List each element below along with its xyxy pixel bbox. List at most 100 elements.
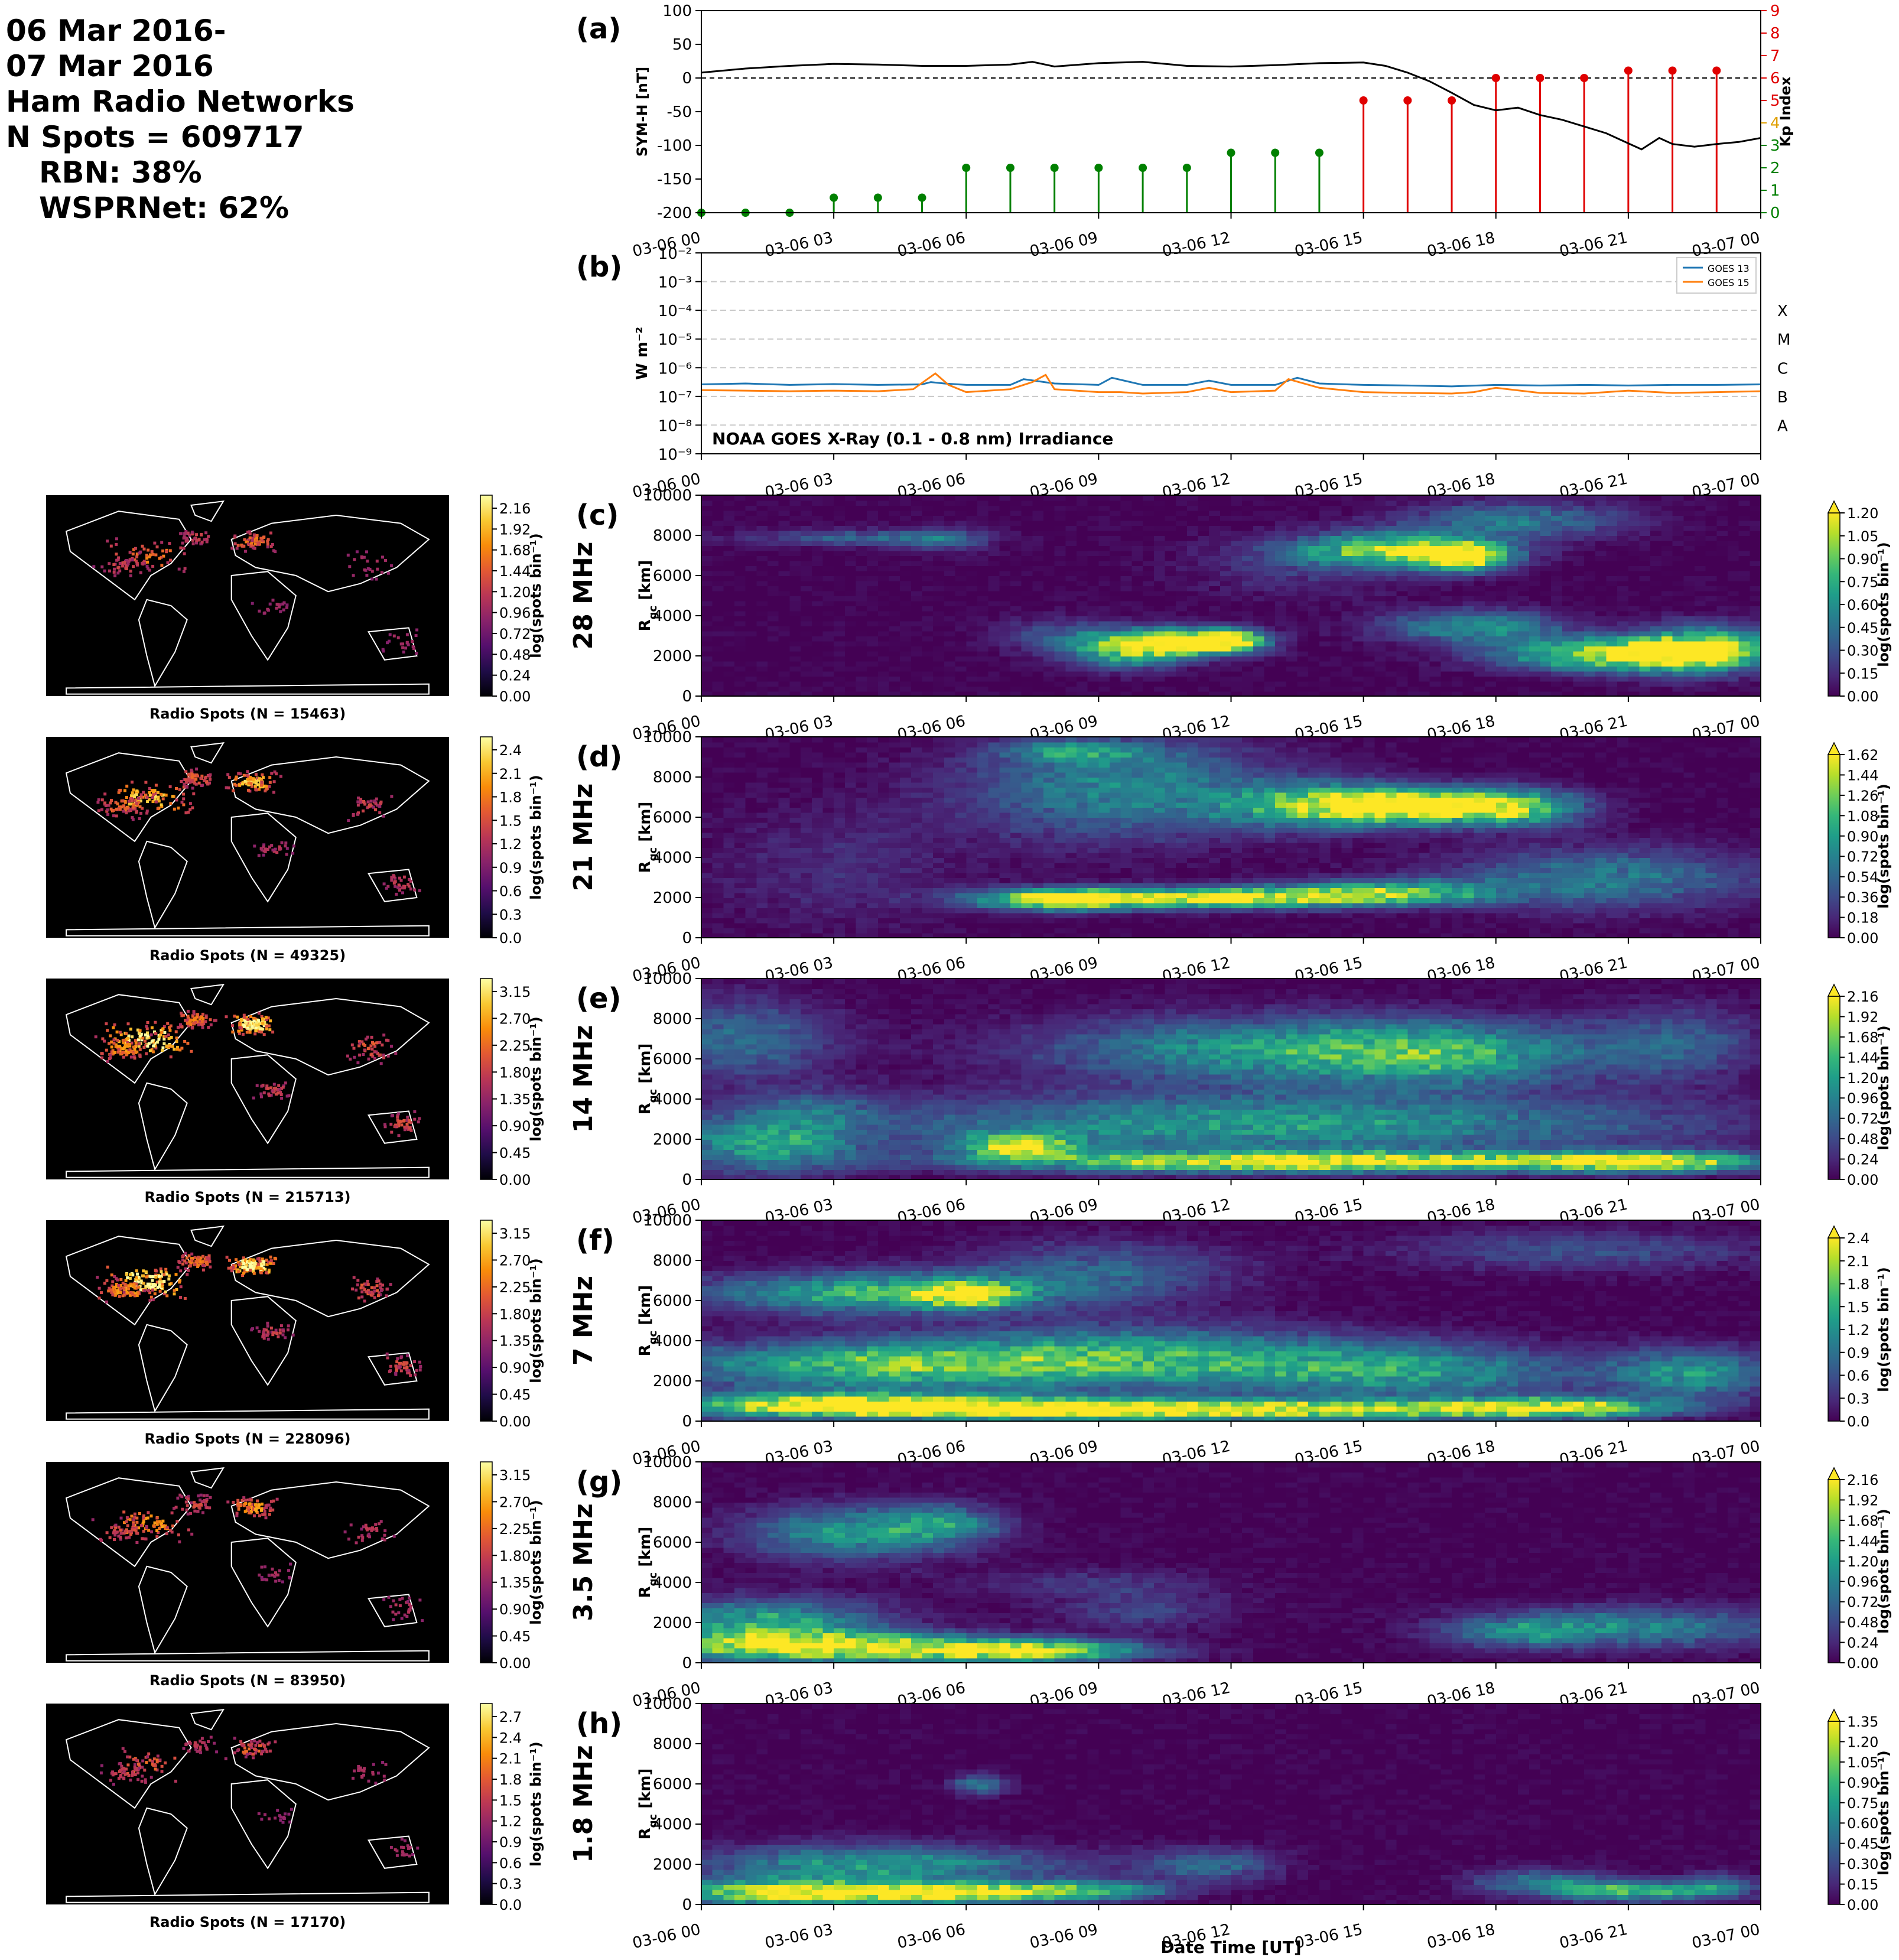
heatmap-cell xyxy=(1595,500,1607,506)
map-colorbar-tick-label: 1.20 xyxy=(499,584,531,600)
heatmap-cell xyxy=(1419,570,1430,576)
heatmap-cell xyxy=(1374,676,1386,682)
heatmap-cell xyxy=(1562,691,1574,697)
heatmap-cell xyxy=(1065,641,1077,646)
heatmap-cell xyxy=(778,852,791,858)
heatmap-cell xyxy=(844,932,857,938)
heatmap-cell xyxy=(1176,590,1188,596)
heatmap-cell xyxy=(1198,671,1210,677)
heatmap-cell xyxy=(756,912,768,918)
heatmap-cell xyxy=(1452,666,1464,672)
heatmap-cell xyxy=(1419,535,1430,541)
heatmap-cell xyxy=(1650,505,1662,511)
heatmap-cell xyxy=(1297,651,1309,656)
heatmap-cell xyxy=(822,747,834,753)
heatmap-cell xyxy=(1606,560,1618,566)
heatmap-cell xyxy=(889,606,901,612)
heatmap-cell xyxy=(1716,610,1728,616)
heatmap-cell xyxy=(911,555,923,561)
heatmap-cell xyxy=(811,827,824,833)
heatmap-cell xyxy=(1562,606,1574,612)
heatmap-cell xyxy=(1131,510,1143,516)
heatmap-cell xyxy=(889,565,901,571)
heatmap-cell xyxy=(1176,686,1188,692)
heatmap-cell xyxy=(877,565,890,571)
heatmap-cell xyxy=(1750,560,1761,566)
heatmap-cell xyxy=(1716,530,1728,536)
heatmap-cell xyxy=(789,610,801,616)
heatmap-cell xyxy=(734,847,746,853)
heatmap-cell xyxy=(1705,520,1718,526)
heatmap-cell xyxy=(1065,691,1077,697)
heatmap-cell xyxy=(867,908,879,914)
heatmap-cell xyxy=(1131,525,1143,531)
heatmap-cell xyxy=(1319,666,1331,672)
heatmap-cell xyxy=(1032,616,1044,622)
heatmap-cell xyxy=(844,570,857,576)
heatmap-cell xyxy=(1043,606,1055,612)
heatmap-cell xyxy=(801,902,812,908)
heatmap-cell xyxy=(723,832,735,838)
heatmap-cell xyxy=(889,576,901,581)
heatmap-cell xyxy=(1032,626,1044,632)
heatmap-cell xyxy=(900,651,912,656)
heatmap-cell xyxy=(768,797,779,803)
heatmap-cell xyxy=(1750,600,1761,606)
heatmap-cell xyxy=(1341,636,1353,642)
heatmap-cell xyxy=(1297,590,1309,596)
heatmap-cell xyxy=(1264,671,1276,677)
heatmap-cell xyxy=(1165,671,1176,677)
heatmap-cell xyxy=(966,610,978,616)
heatmap-cell xyxy=(1429,651,1442,656)
heatmap-cell xyxy=(778,812,791,818)
heatmap-cell xyxy=(856,630,868,636)
heatmap-cell xyxy=(844,620,857,626)
heatmap-cell xyxy=(1628,590,1640,596)
heatmap-cell xyxy=(1308,636,1320,642)
heatmap-cell xyxy=(1143,676,1155,682)
heatmap-cell xyxy=(1198,576,1210,581)
y-tick-label: 10⁻⁵ xyxy=(658,331,692,349)
heatmap-cell xyxy=(1374,590,1386,596)
heatmap-cell xyxy=(1065,666,1077,672)
heatmap-cell xyxy=(1010,596,1022,602)
heatmap-cell xyxy=(856,912,868,918)
heatmap-cell xyxy=(768,550,779,556)
heatmap-cell xyxy=(756,807,768,813)
heatmap-cell xyxy=(1087,651,1100,656)
spot-dot xyxy=(253,535,256,538)
heatmap-cell xyxy=(811,822,824,828)
heatmap-cell xyxy=(1043,545,1055,551)
heatmap-cell xyxy=(734,872,746,878)
heatmap-cell xyxy=(778,782,791,788)
heatmap-cell xyxy=(988,610,1000,616)
heatmap-cell xyxy=(1286,586,1298,591)
heatmap-cell xyxy=(778,676,791,682)
heatmap-cell xyxy=(1750,540,1761,546)
heatmap-cell xyxy=(1176,510,1188,516)
heatmap-cell xyxy=(723,912,735,918)
heatmap-cell xyxy=(1120,661,1133,667)
map-colorbar-tick-label: 1.68 xyxy=(499,542,531,559)
heatmap-cell xyxy=(1606,510,1618,516)
heatmap-cell xyxy=(1054,651,1066,656)
heatmap-cell xyxy=(1143,535,1155,541)
heatmap-cell xyxy=(1628,641,1640,646)
heatmap-cell xyxy=(1021,686,1033,692)
heatmap-cell xyxy=(1319,596,1331,602)
heatmap-cell xyxy=(1573,681,1585,687)
heatmap-cell xyxy=(1595,550,1607,556)
heatmap-cell xyxy=(900,691,912,697)
heatmap-cell xyxy=(933,550,945,556)
heatmap-cell xyxy=(1120,590,1133,596)
kp-marker xyxy=(1050,164,1059,172)
heatmap-cell xyxy=(1661,515,1673,521)
heatmap-cell xyxy=(723,797,735,803)
y-tick-label: 4000 xyxy=(653,607,692,625)
heatmap-cell xyxy=(966,606,978,612)
heatmap-cell xyxy=(723,590,735,596)
heatmap-cell xyxy=(1341,606,1353,612)
heatmap-cell xyxy=(1330,676,1342,682)
heatmap-cell xyxy=(1165,505,1176,511)
spot-dot xyxy=(278,605,281,609)
